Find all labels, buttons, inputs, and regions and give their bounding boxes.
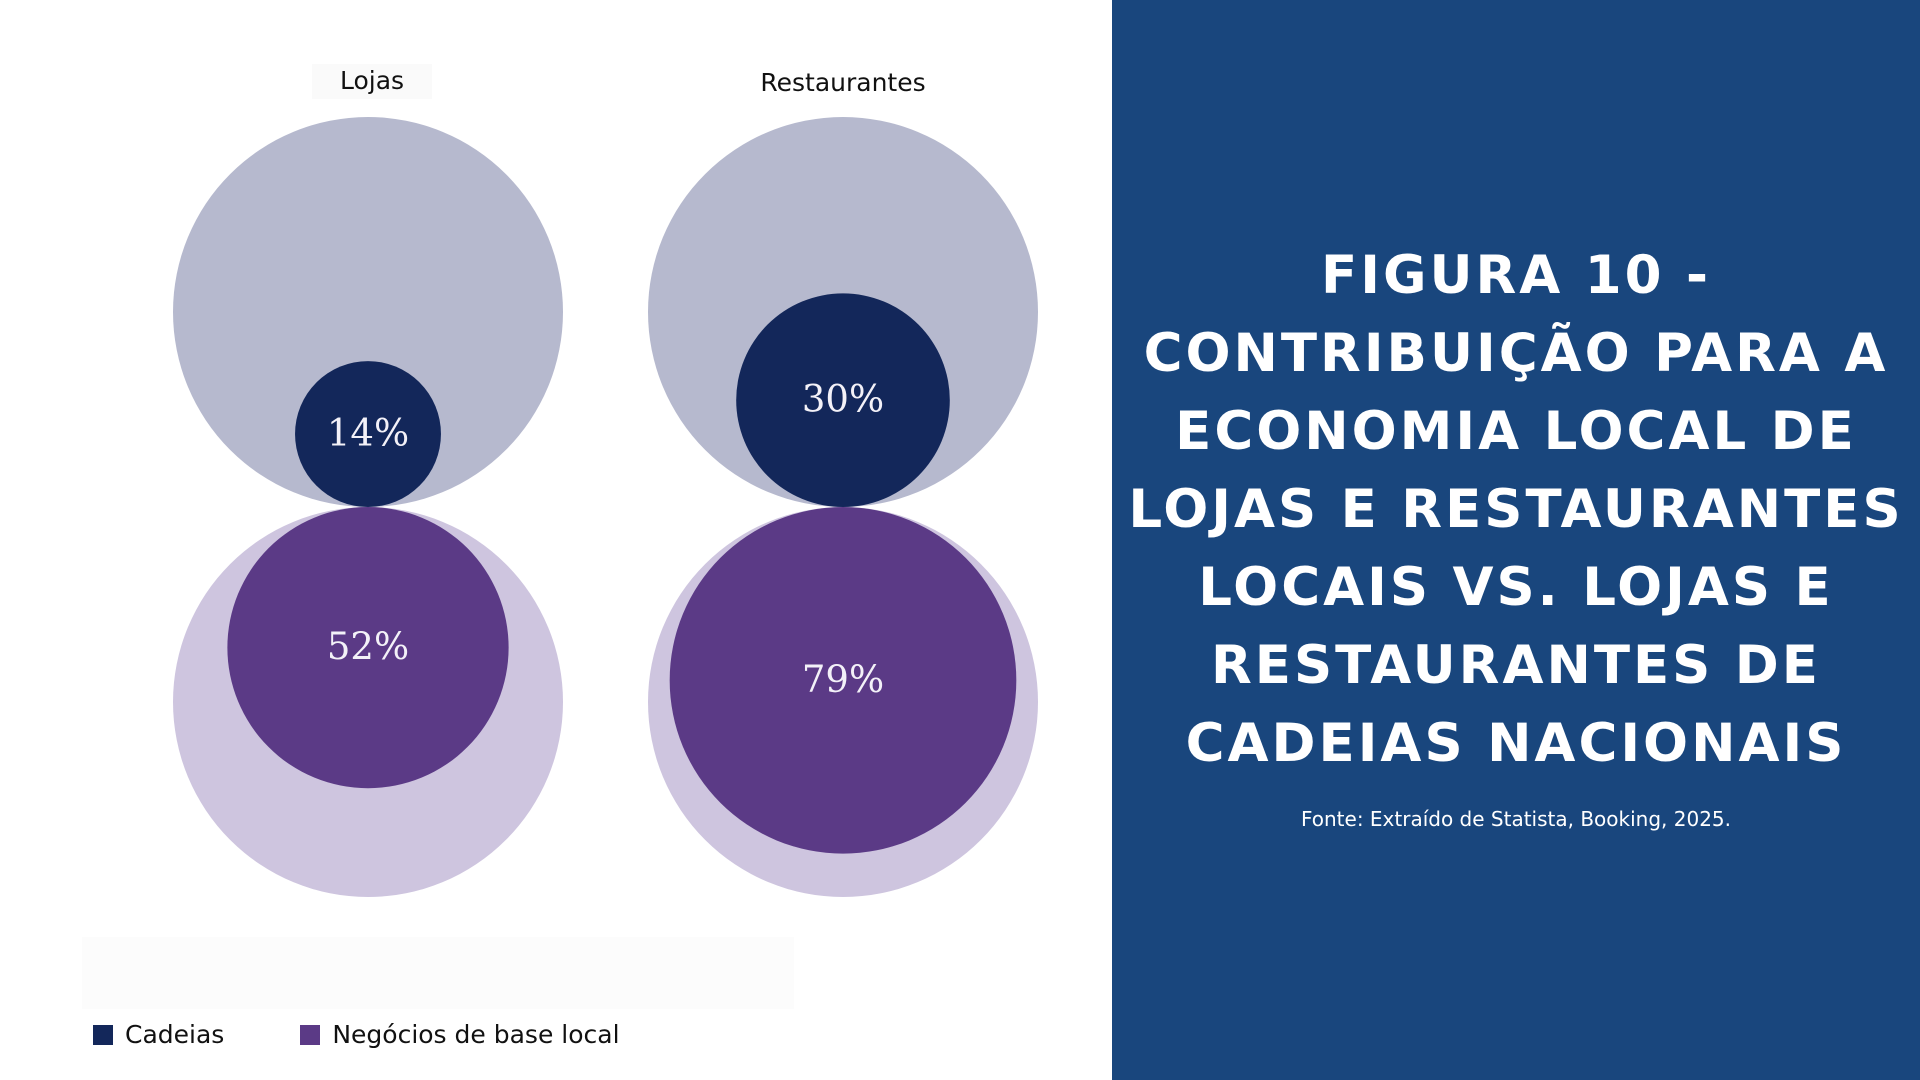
bubble-chart: Lojas Restaurantes 14% 52% 30% 79% Cadeias … <box>82 64 1038 1049</box>
legend-swatch-local <box>300 1024 321 1045</box>
legend-item-local: Negócios de base local <box>300 1020 620 1049</box>
bubble-local-lojas <box>227 507 509 789</box>
source-note: Fonte: Extraído de Statista, Booking, 20… <box>1300 807 1732 831</box>
title-panel: FIGURA 10 - CONTRIBUIÇÃO PARA A ECONOMIA… <box>1112 0 1920 1080</box>
value-label-local-restaurantes: 79% <box>802 658 884 701</box>
panel-title-restaurantes: Restaurantes <box>760 68 926 97</box>
legend-item-cadeias: Cadeias <box>93 1020 224 1049</box>
value-label-chains-restaurantes: 30% <box>802 378 884 421</box>
legend-label-cadeias: Cadeias <box>125 1020 225 1049</box>
bubble-chains-lojas <box>295 361 441 507</box>
legend: Cadeias Negócios de base local <box>93 1020 696 1049</box>
figure-title: FIGURA 10 - CONTRIBUIÇÃO PARA A ECONOMIA… <box>1128 245 1904 774</box>
panel-title-lojas: Lojas <box>311 64 433 99</box>
legend-swatch-cadeias <box>93 1024 113 1045</box>
bubble-chains-restaurantes <box>736 293 950 507</box>
legend-background <box>82 937 794 1009</box>
bubble-local-restaurantes <box>669 506 1017 854</box>
value-label-chains-lojas: 14% <box>327 412 409 455</box>
bubble-chart-svg: 14% 52% 30% 79% <box>173 117 1038 897</box>
reference-bubble-chains-lojas <box>173 117 563 507</box>
value-label-local-lojas: 52% <box>327 625 409 668</box>
legend-label-local: Negócios de base local <box>332 1020 620 1049</box>
